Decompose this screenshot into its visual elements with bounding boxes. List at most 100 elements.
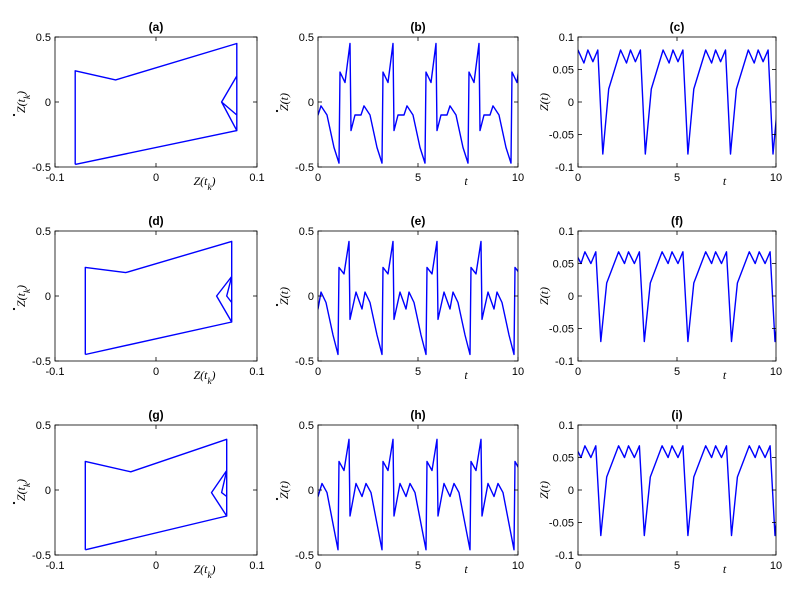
y-tick-label: 0 bbox=[568, 291, 574, 303]
y-tick-label: -0.1 bbox=[555, 162, 574, 174]
y-tick-label: 0.5 bbox=[299, 32, 314, 44]
series-line bbox=[84, 240, 233, 356]
x-axis-label: t bbox=[723, 562, 727, 576]
x-axis-label: t bbox=[464, 174, 468, 188]
y-axis-label: Z(t) bbox=[277, 481, 291, 499]
y-axis-label-group: Z(tk) bbox=[12, 91, 32, 117]
x-tick-label: 0.1 bbox=[249, 560, 264, 572]
panel-title: (c) bbox=[670, 20, 685, 34]
derivative-dot bbox=[275, 497, 279, 501]
y-tick-label: -0.5 bbox=[295, 162, 314, 174]
panel-title: (g) bbox=[148, 408, 163, 422]
x-tick-label: 0 bbox=[153, 366, 159, 378]
panel-i: (i) 0 5 10 -0.1 -0.05 0 0.05 0.1 t Z(t) bbox=[537, 408, 782, 576]
x-tick-label: 5 bbox=[415, 172, 421, 184]
y-tick-label: -0.05 bbox=[549, 130, 574, 142]
y-tick-label: 0.1 bbox=[559, 226, 574, 238]
x-tick-label: 10 bbox=[770, 366, 782, 378]
series-line bbox=[74, 42, 238, 166]
y-tick-label: 0.5 bbox=[36, 420, 51, 432]
y-tick-label: 0 bbox=[45, 97, 51, 109]
x-tick-label: 5 bbox=[415, 560, 421, 572]
y-tick-label: 0.5 bbox=[36, 226, 51, 238]
x-axis-label: t bbox=[723, 174, 727, 188]
y-axis-label: Z(t) bbox=[537, 287, 551, 305]
x-tick-label: 10 bbox=[512, 172, 524, 184]
y-tick-label: -0.5 bbox=[32, 162, 51, 174]
panel-c: (c) 0 5 10 -0.1 -0.05 0 0.05 0.1 t Z(t) bbox=[537, 20, 782, 188]
y-tick-label: -0.1 bbox=[555, 550, 574, 562]
y-tick-label: -0.5 bbox=[32, 550, 51, 562]
x-tick-label: 0 bbox=[575, 172, 581, 184]
x-tick-label: 0 bbox=[315, 560, 321, 572]
y-tick-label: 0 bbox=[308, 97, 314, 109]
y-tick-label: 0.5 bbox=[299, 226, 314, 238]
y-tick-label: 0.5 bbox=[299, 420, 314, 432]
series-line bbox=[578, 49, 776, 155]
y-tick-label: 0.05 bbox=[553, 65, 574, 77]
derivative-dot bbox=[12, 501, 16, 505]
y-axis-label: Z(t) bbox=[277, 93, 291, 111]
derivative-dot bbox=[12, 113, 16, 117]
x-tick-label: 0 bbox=[153, 172, 159, 184]
x-tick-label: -0.1 bbox=[46, 366, 65, 378]
panel-e: (e)0 5 10-0.500.5tZ(t) bbox=[275, 214, 524, 382]
panel-f: (f) 0 5 10 -0.1 -0.05 0 0.05 0.1 t Z(t) bbox=[537, 214, 782, 382]
panel-title: (h) bbox=[410, 408, 425, 422]
series-line bbox=[578, 445, 776, 537]
y-tick-label: -0.05 bbox=[549, 518, 574, 530]
x-tick-label: 5 bbox=[674, 560, 680, 572]
x-tick-label: 0 bbox=[575, 366, 581, 378]
y-tick-label: 0 bbox=[45, 291, 51, 303]
x-tick-label: 0 bbox=[575, 560, 581, 572]
series-line bbox=[318, 240, 518, 356]
y-tick-label: 0 bbox=[308, 485, 314, 497]
y-axis-label: Z(t) bbox=[537, 93, 551, 111]
x-axis-label: t bbox=[464, 562, 468, 576]
y-tick-label: 0 bbox=[308, 291, 314, 303]
panel-a: (a) -0.1 0 0.1 -0.5 0 0.5 Z(tk) Z(tk) bbox=[12, 20, 265, 192]
y-tick-label: -0.5 bbox=[32, 356, 51, 368]
x-tick-label: 5 bbox=[674, 172, 680, 184]
y-axis-label-group: Z(t) bbox=[537, 93, 551, 111]
y-tick-label: 0.1 bbox=[559, 420, 574, 432]
series-line bbox=[318, 42, 518, 164]
x-tick-label: 0.1 bbox=[249, 366, 264, 378]
x-tick-label: 10 bbox=[770, 172, 782, 184]
panel-title: (b) bbox=[410, 20, 425, 34]
axes-frame bbox=[577, 230, 777, 362]
panel-b: (b)0 5 10-0.500.5tZ(t) bbox=[275, 20, 524, 188]
y-axis-label: Z(tk) bbox=[14, 479, 32, 501]
y-tick-label: 0 bbox=[568, 485, 574, 497]
y-axis-label-group: Z(tk) bbox=[12, 479, 32, 505]
y-axis-label-group: Z(t) bbox=[275, 481, 291, 501]
y-axis-label-group: Z(t) bbox=[275, 93, 291, 113]
y-axis-label-group: Z(tk) bbox=[12, 285, 32, 311]
series-line bbox=[578, 251, 776, 343]
y-axis-label: Z(t) bbox=[537, 481, 551, 499]
panel-title: (e) bbox=[411, 214, 426, 228]
series-line bbox=[84, 438, 228, 551]
x-tick-label: 0 bbox=[153, 560, 159, 572]
panel-title: (f) bbox=[671, 214, 683, 228]
y-tick-label: -0.5 bbox=[295, 356, 314, 368]
y-axis-label: Z(tk) bbox=[14, 91, 32, 113]
y-tick-label: -0.5 bbox=[295, 550, 314, 562]
x-tick-label: 0 bbox=[315, 172, 321, 184]
x-tick-label: 10 bbox=[512, 366, 524, 378]
panel-title: (i) bbox=[671, 408, 682, 422]
panel-title: (a) bbox=[149, 20, 164, 34]
x-axis-label: t bbox=[723, 368, 727, 382]
y-tick-label: 0.5 bbox=[36, 32, 51, 44]
y-axis-label: Z(tk) bbox=[14, 285, 32, 307]
series-line bbox=[318, 438, 518, 551]
x-axis-label: Z(tk) bbox=[193, 174, 215, 192]
x-axis-label: Z(tk) bbox=[193, 368, 215, 386]
panel-h: (h)0 5 10-0.500.5tZ(t) bbox=[275, 408, 524, 576]
derivative-dot bbox=[275, 109, 279, 113]
x-tick-label: 5 bbox=[674, 366, 680, 378]
x-axis-label: t bbox=[464, 368, 468, 382]
x-tick-label: -0.1 bbox=[46, 560, 65, 572]
y-axis-label-group: Z(t) bbox=[275, 287, 291, 307]
